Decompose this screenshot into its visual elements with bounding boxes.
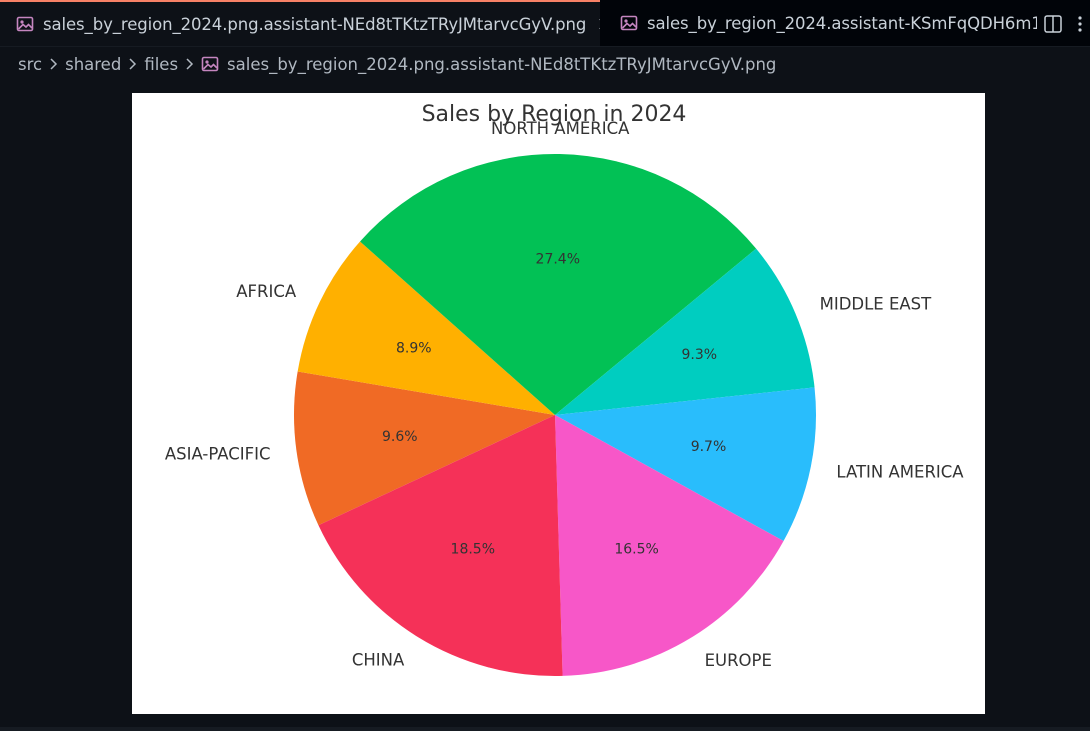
image-file-icon [16,16,34,32]
tab-inactive-image[interactable]: sales_by_region_2024.assistant-KSmFqQDH6… [602,0,1037,46]
pie-category-label: NORTH AMERICA [491,119,630,138]
pie-category-label: LATIN AMERICA [836,463,964,482]
pie-percent-label: 27.4% [536,251,580,267]
chart-title: Sales by Region in 2024 [422,102,687,127]
pie-percent-label: 9.6% [382,429,418,445]
pie-category-label: AFRICA [236,282,297,301]
chevron-right-icon [129,58,137,70]
pie-slice-china [318,415,563,677]
pie-category-label: CHINA [352,650,405,669]
pie-percent-label: 9.7% [691,439,727,455]
pie-percent-label: 8.9% [396,340,432,356]
pie-slice-asia-pacific [293,371,555,526]
image-file-icon [201,56,219,72]
tab-active-image[interactable]: sales_by_region_2024.png.assistant-NEd8t… [0,0,600,46]
chevron-right-icon [186,58,194,70]
pie-slice-europe [555,415,784,676]
tab-label: sales_by_region_2024.png.assistant-NEd8t… [43,14,587,34]
close-icon[interactable] [598,14,600,34]
more-actions-icon[interactable] [1070,12,1090,36]
pie-slice-north-america [360,154,757,415]
pie-category-label: MIDDLE EAST [820,295,933,314]
breadcrumb-item-files[interactable]: files [144,54,179,74]
breadcrumb-item-shared[interactable]: shared [65,54,122,74]
pie-chart: 9.6% ASIA-PACIFIC 8.9% AFRICA 27.4% NORTH AME… [165,102,964,677]
breadcrumb-item-file[interactable]: sales_by_region_2024.png.assistant-NEd8t… [227,54,777,74]
pie-slice-latin-america [555,387,816,542]
pie-percent-label: 18.5% [451,541,495,557]
pie-slice-africa [297,241,555,415]
pie-slice-middle-east [555,248,815,415]
chevron-right-icon [50,58,58,70]
status-bar [0,727,1090,731]
image-preview: 9.6% ASIA-PACIFIC 8.9% AFRICA 27.4% NORTH AME… [132,93,985,714]
image-file-icon [620,15,638,31]
split-editor-icon[interactable] [1041,12,1065,36]
breadcrumb: src shared files sales_by_region_2024.pn… [18,50,776,78]
pie-category-label: ASIA-PACIFIC [165,445,271,464]
pie-category-label: EUROPE [705,651,772,670]
breadcrumb-item-src[interactable]: src [18,54,43,74]
pie-percent-label: 9.3% [682,347,718,363]
tab-bar: sales_by_region_2024.png.assistant-NEd8t… [0,0,1090,47]
tab-label: sales_by_region_2024.assistant-KSmFqQDH6… [647,13,1037,33]
pie-percent-label: 16.5% [614,542,658,558]
